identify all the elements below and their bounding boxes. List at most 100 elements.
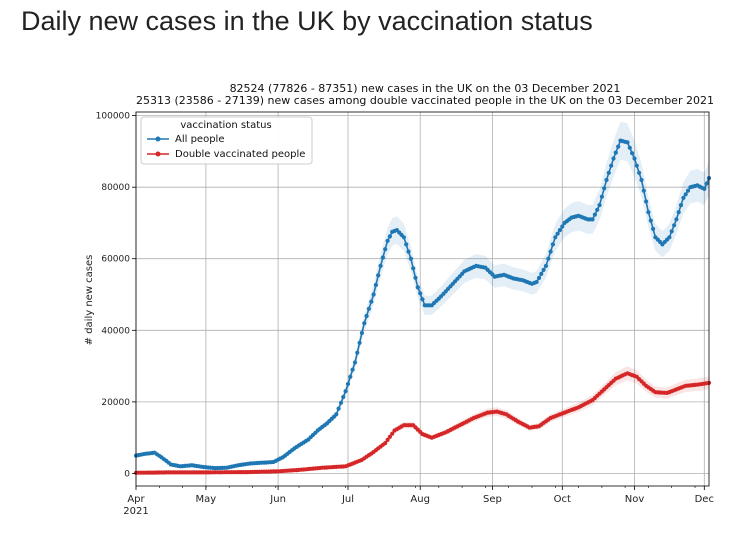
- data-point-series-0: [597, 203, 602, 208]
- data-point-series-0: [387, 234, 392, 239]
- data-point-series-0: [366, 306, 371, 311]
- data-point-series-1: [383, 441, 388, 446]
- data-point-series-0: [359, 330, 364, 336]
- data-point-series-0: [678, 203, 684, 208]
- series-line-1: [135, 372, 710, 474]
- x-tick-label: Aug: [410, 494, 430, 505]
- data-point-series-0: [541, 267, 546, 272]
- data-point-series-0: [685, 188, 691, 193]
- data-point-series-0: [380, 255, 385, 260]
- data-point-series-0: [350, 367, 355, 372]
- data-point-series-0: [385, 238, 390, 243]
- legend-title: vaccination status: [180, 120, 271, 131]
- x-tick-label: Dec: [695, 494, 714, 505]
- x-tick-label: Sep: [483, 494, 502, 505]
- data-point-series-0: [674, 217, 679, 222]
- data-point-series-0: [373, 282, 378, 288]
- legend: vaccination status All people Double vac…: [140, 116, 313, 165]
- data-point-series-0: [408, 256, 413, 261]
- data-point-series-1: [387, 434, 392, 439]
- x-tick-label: Apr: [127, 494, 145, 505]
- plot-frame: [135, 111, 710, 487]
- chart-subtitle: 25313 (23586 - 27139) new cases among do…: [136, 94, 714, 107]
- data-point-series-1: [385, 437, 390, 442]
- data-point-series-0: [376, 273, 381, 278]
- data-point-series-0: [639, 177, 644, 183]
- data-point-series-0: [616, 144, 621, 149]
- y-tick-label: 80000: [101, 183, 130, 193]
- data-point-series-0: [634, 163, 639, 168]
- data-point-series-0: [352, 360, 358, 365]
- data-point-series-0: [546, 256, 551, 261]
- y-tick-label: 100000: [96, 112, 131, 122]
- data-point-series-0: [401, 235, 406, 240]
- data-point-series-0: [550, 242, 556, 247]
- data-point-series-0: [411, 266, 416, 271]
- data-point-series-0: [357, 340, 362, 345]
- data-point-series-0: [641, 188, 646, 193]
- data-point-series-0: [378, 263, 383, 268]
- x-tick-label: May: [196, 494, 217, 505]
- data-point-series-0: [613, 150, 618, 155]
- data-point-series-0: [644, 199, 649, 204]
- data-point-series-0: [548, 249, 553, 254]
- data-point-series-0: [371, 292, 376, 297]
- y-axis-ticks: 0 20000 40000 60000 80000 100000: [96, 112, 136, 480]
- y-tick-label: 20000: [101, 398, 130, 408]
- data-point-series-0: [669, 229, 674, 234]
- data-point-series-0: [536, 275, 542, 281]
- data-point-series-0: [599, 194, 605, 199]
- legend-box: [140, 116, 313, 165]
- data-point-series-0: [651, 226, 656, 231]
- chart-title: 82524 (77826 - 87351) new cases in the U…: [230, 82, 621, 95]
- data-point-series-0: [627, 145, 632, 150]
- x-tick-label: Nov: [625, 494, 645, 505]
- y-tick-label: 40000: [101, 326, 130, 336]
- data-point-series-0: [602, 186, 607, 191]
- data-point-series-0: [648, 218, 653, 223]
- data-point-series-0: [364, 313, 369, 319]
- x-tick-label: Jun: [269, 494, 286, 505]
- data-point-series-0: [534, 279, 539, 285]
- x-tick-sublabel: 2021: [123, 506, 148, 517]
- confidence-band-series-0: [136, 121, 709, 469]
- data-point-series-0: [543, 263, 549, 268]
- data-point-series-0: [369, 299, 374, 304]
- data-point-series-0: [553, 235, 558, 240]
- data-point-series-0: [334, 412, 339, 417]
- data-point-series-0: [625, 140, 630, 145]
- data-point-series-0: [420, 297, 425, 302]
- data-point-series-0: [413, 275, 418, 280]
- data-point-series-0: [606, 170, 611, 175]
- data-point-series-0: [667, 235, 672, 240]
- data-point-series-0: [672, 223, 677, 228]
- data-point-series-0: [683, 192, 688, 197]
- page-title: Daily new cases in the UK by vaccination…: [21, 6, 593, 36]
- legend-marker-double-vaccinated: [155, 151, 161, 157]
- data-point-series-0: [557, 228, 563, 233]
- data-point-series-0: [555, 231, 560, 236]
- data-point-series-0: [702, 186, 707, 191]
- data-point-series-0: [338, 400, 344, 405]
- legend-label-double-vaccinated: Double vaccinated people: [175, 149, 305, 160]
- confidence-bands: [136, 121, 709, 473]
- data-point-series-0: [590, 217, 595, 222]
- x-tick-label: Oct: [554, 494, 571, 505]
- data-point-series-0: [336, 406, 341, 411]
- data-point-series-0: [415, 285, 420, 290]
- data-point-series-0: [637, 170, 642, 175]
- data-point-series-0: [343, 389, 348, 394]
- data-point-series-0: [676, 210, 681, 215]
- data-point-series-0: [560, 224, 565, 229]
- data-point-series-0: [418, 291, 423, 296]
- series-points: [133, 138, 712, 475]
- data-point-series-0: [681, 195, 686, 200]
- data-point-series-0: [632, 156, 637, 161]
- data-point-series-0: [348, 374, 353, 379]
- data-point-series-0: [604, 177, 609, 183]
- legend-label-all-people: All people: [175, 134, 224, 145]
- data-point-series-0: [539, 271, 544, 276]
- data-point-series-0: [646, 210, 651, 215]
